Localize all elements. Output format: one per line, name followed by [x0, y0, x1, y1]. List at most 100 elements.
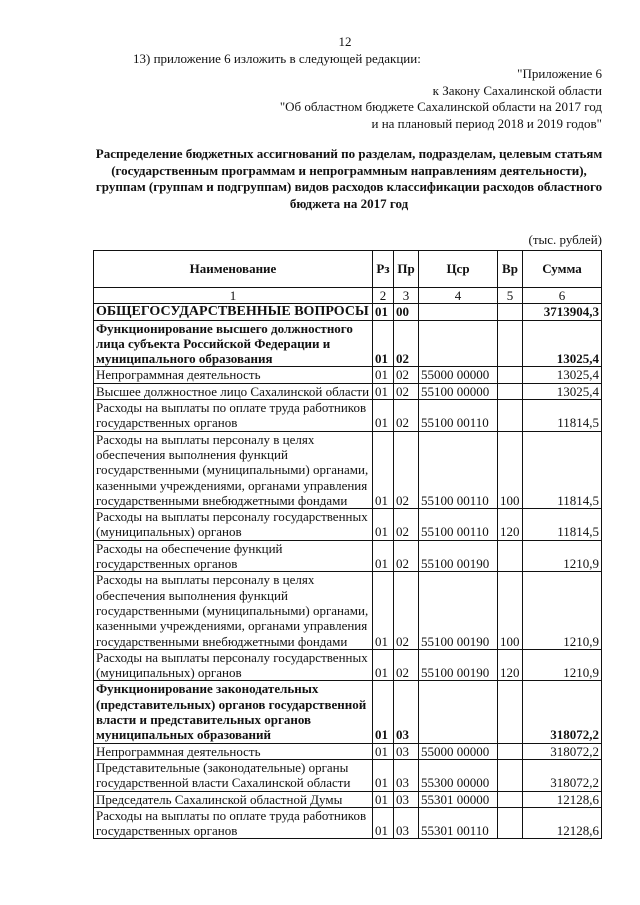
cell-rz: 01	[372, 680, 394, 744]
page-number: 12	[338, 34, 352, 49]
cell-csr: 55100 00190	[418, 539, 498, 573]
cell-name: Представительные (законодательные) орган…	[93, 758, 373, 792]
table-row: Непрограммная деятельность 01 03 55000 0000…	[93, 742, 602, 760]
cell-pr: 03	[393, 790, 419, 808]
appendix-line: и на плановый период 2018 и 2019 годов"	[371, 115, 602, 131]
table-row: Расходы на выплаты персоналу в целях обе…	[93, 571, 602, 650]
col-number: 6	[522, 286, 602, 305]
cell-name: Высшее должностное лицо Сахалинской обла…	[93, 382, 373, 401]
cell-sum: 3713904,3	[522, 303, 602, 321]
cell-vr	[497, 382, 523, 401]
col-number: 2	[372, 286, 394, 305]
table-row: Функционирование высшего должностного ли…	[93, 319, 602, 368]
cell-sum: 13025,4	[522, 319, 602, 368]
cell-csr	[418, 319, 498, 368]
cell-rz: 01	[372, 648, 394, 682]
cell-sum: 1210,9	[522, 539, 602, 573]
cell-csr: 55100 00190	[418, 648, 498, 682]
table-row: Непрограммная деятельность 01 02 55000 0000…	[93, 366, 602, 384]
cell-pr: 02	[393, 319, 419, 368]
header-row: Наименование Рз Пр Цср Вр Сумма	[93, 250, 602, 288]
header-name: Наименование	[93, 250, 373, 288]
cell-vr	[497, 790, 523, 808]
cell-vr	[497, 806, 523, 840]
table-row: Высшее должностное лицо Сахалинской обла…	[93, 382, 602, 401]
cell-name: Расходы на выплаты персоналу в целях обе…	[93, 571, 373, 650]
column-number-row: 1 2 3 4 5 6	[93, 286, 602, 305]
cell-vr	[497, 758, 523, 792]
cell-sum: 318072,2	[522, 742, 602, 760]
cell-name: Функционирование законодательных (предст…	[93, 680, 373, 744]
cell-pr: 00	[393, 303, 419, 321]
cell-name: Расходы на выплаты персоналу в целях обе…	[93, 430, 373, 510]
cell-vr	[497, 303, 523, 321]
cell-name: Расходы на выплаты персоналу государстве…	[93, 648, 373, 682]
cell-name: Председатель Сахалинской областной Думы	[93, 790, 373, 808]
cell-csr: 55301 00000	[418, 790, 498, 808]
cell-pr: 02	[393, 648, 419, 682]
cell-sum: 11814,5	[522, 508, 602, 541]
cell-csr: 55301 00110	[418, 806, 498, 840]
col-number: 3	[393, 286, 419, 305]
cell-csr: 55000 00000	[418, 742, 498, 760]
appendix-line: "Приложение 6	[517, 66, 602, 81]
table-row: Председатель Сахалинской областной Думы 0…	[93, 790, 602, 808]
cell-name: Расходы на выплаты персоналу государстве…	[93, 508, 373, 541]
cell-name: Непрограммная деятельность	[93, 366, 373, 384]
cell-csr: 55100 00110	[418, 508, 498, 541]
cell-pr: 02	[393, 539, 419, 573]
table-row: Расходы на выплаты персоналу государстве…	[93, 508, 602, 541]
cell-vr	[497, 399, 523, 432]
cell-sum: 11814,5	[522, 399, 602, 432]
cell-sum: 12128,6	[522, 790, 602, 808]
cell-csr: 55100 00110	[418, 430, 498, 510]
cell-rz: 01	[372, 790, 394, 808]
cell-rz: 01	[372, 319, 394, 368]
col-number: 4	[418, 286, 498, 305]
cell-csr: 55100 00110	[418, 399, 498, 432]
cell-rz: 01	[372, 430, 394, 510]
cell-rz: 01	[372, 399, 394, 432]
cell-sum: 11814,5	[522, 430, 602, 510]
cell-csr	[418, 680, 498, 744]
table-row: Расходы на выплаты персоналу государстве…	[93, 648, 602, 682]
col-number: 5	[497, 286, 523, 305]
cell-rz: 01	[372, 758, 394, 792]
table-row: Расходы на выплаты персоналу в целях обе…	[93, 430, 602, 510]
cell-name: Функционирование высшего должностного ли…	[93, 319, 373, 368]
cell-name: ОБЩЕГОСУДАРСТВЕННЫЕ ВОПРОСЫ	[93, 303, 373, 321]
table-row: Функционирование законодательных (предст…	[93, 680, 602, 744]
cell-vr	[497, 539, 523, 573]
document-title: Распределение бюджетных ассигнований по …	[95, 146, 603, 211]
cell-rz: 01	[372, 806, 394, 840]
cell-sum: 13025,4	[522, 366, 602, 384]
header-pr: Пр	[393, 250, 419, 288]
cell-rz: 01	[372, 366, 394, 384]
cell-csr	[418, 303, 498, 321]
header-sum: Сумма	[522, 250, 602, 288]
cell-pr: 03	[393, 806, 419, 840]
table-row: ОБЩЕГОСУДАРСТВЕННЫЕ ВОПРОСЫ 01 00 3713904,3	[93, 303, 602, 321]
cell-rz: 01	[372, 508, 394, 541]
table-row: Расходы на выплаты по оплате труда работ…	[93, 806, 602, 840]
cell-vr: 120	[497, 508, 523, 541]
cell-csr: 55100 00190	[418, 571, 498, 650]
cell-sum: 12128,6	[522, 806, 602, 840]
header-vr: Вр	[497, 250, 523, 288]
intro-text: 13) приложение 6 изложить в следующей ре…	[133, 51, 421, 66]
cell-sum: 1210,9	[522, 648, 602, 682]
table-row: Расходы на обеспечение функций государст…	[93, 539, 602, 573]
cell-csr: 55300 00000	[418, 758, 498, 792]
appendix-line: "Об областном бюджете Сахалинской област…	[279, 99, 602, 114]
cell-rz: 01	[372, 303, 394, 321]
appendix-header: "Приложение 6 к Закону Сахалинской облас…	[280, 66, 602, 132]
cell-vr	[497, 319, 523, 368]
cell-rz: 01	[372, 539, 394, 573]
cell-sum: 1210,9	[522, 571, 602, 650]
appendix-line: к Закону Сахалинской области	[432, 82, 602, 98]
cell-name: Расходы на выплаты по оплате труда работ…	[93, 806, 373, 840]
cell-csr: 55000 00000	[418, 366, 498, 384]
cell-rz: 01	[372, 571, 394, 650]
cell-pr: 03	[393, 742, 419, 760]
